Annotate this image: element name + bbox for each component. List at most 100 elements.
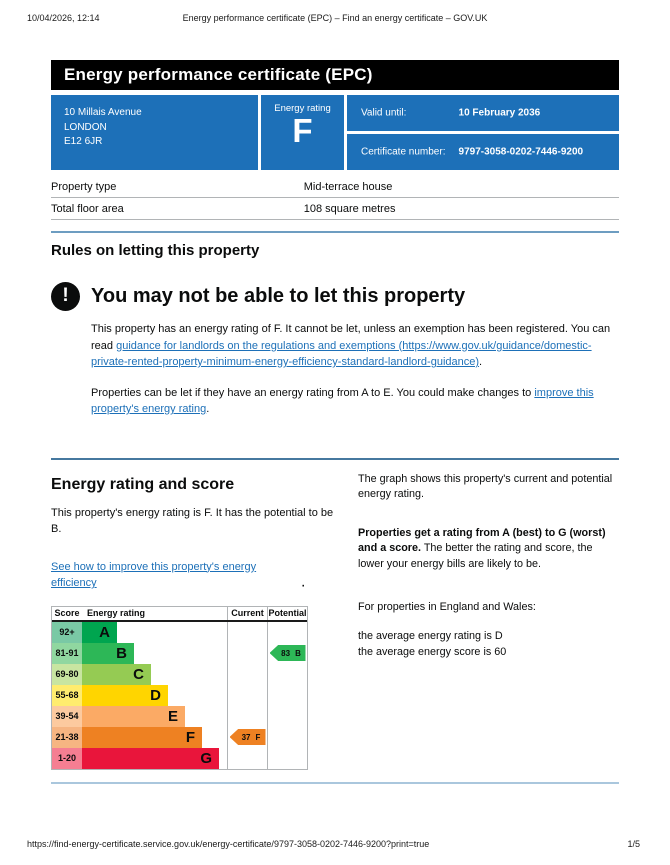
band-bar: G [82, 747, 219, 769]
certificate-number-value: 9797-3058-0202-7446-9200 [458, 146, 584, 158]
chart-rating-header: Energy rating [87, 608, 146, 618]
band-score-range: 81-91 [52, 642, 82, 664]
band-bar-cell: B [82, 642, 227, 664]
epc-chart: Score Energy rating Current Potential 92… [51, 605, 308, 770]
current-rating-cell [227, 621, 267, 643]
print-footer-url: https://find-energy-certificate.service.… [27, 839, 430, 849]
rating-left-column: Energy rating and score This property's … [51, 460, 353, 770]
graph-description-paragraph: The graph shows this property's current … [358, 472, 613, 501]
certificate-number-row: Certificate number: 9797-3058-0202-7446-… [347, 134, 619, 170]
property-summary-table: Property type Mid-terrace house Total fl… [51, 176, 619, 220]
epc-band-row: 69-80 C [52, 663, 307, 685]
band-bar-cell: C [82, 663, 227, 685]
floor-area-label: Total floor area [51, 203, 124, 215]
warning-body: This property has an energy rating of F.… [91, 321, 619, 418]
rating-explanation-paragraph: Properties get a rating from A (best) to… [358, 526, 619, 573]
epc-band-row: 1-20 G [52, 747, 307, 769]
epc-band-row: 92+ A [52, 621, 307, 643]
current-rating-cell [227, 663, 267, 685]
paragraph-text: The better the rating and score, the low… [358, 542, 593, 571]
band-score-range: 1-20 [52, 747, 82, 769]
chart-potential-header: Potential [267, 606, 307, 620]
paragraph-text: This property has an energy rating of F.… [91, 323, 611, 352]
current-rating-cell [227, 684, 267, 706]
potential-rating-cell [267, 621, 307, 643]
paragraph-text: . [301, 573, 306, 590]
section-divider [51, 231, 619, 233]
band-bar: F [82, 726, 202, 748]
potential-rating-cell [267, 747, 307, 769]
address-line-1: 10 Millais Avenue [64, 107, 142, 118]
rating-arrow: 37 F [229, 729, 266, 745]
potential-rating-cell: 83 B [267, 642, 307, 664]
print-datetime: 10/04/2026, 12:14 [27, 13, 100, 23]
bottom-divider [51, 781, 619, 784]
warning-heading: You may not be able to let this property [91, 285, 466, 307]
paragraph-text: . [206, 403, 210, 415]
current-rating-cell [227, 705, 267, 727]
epc-band-row: 55-68 D [52, 684, 307, 706]
epc-band-row: 81-91 B 83 B [52, 642, 307, 664]
rating-intro-paragraph: This property's energy rating is F. It h… [51, 506, 334, 536]
improve-efficiency-link[interactable]: See how to improve this property's energ… [51, 560, 257, 590]
energy-rating-score-heading: Energy rating and score [51, 475, 235, 493]
warning-banner: ! You may not be able to let this proper… [51, 282, 619, 311]
property-type-value: Mid-terrace house [303, 181, 393, 193]
address-line-2: LONDON [64, 121, 107, 133]
epc-band-row: 39-54 E [52, 705, 307, 727]
valid-until-row: Valid until: 10 February 2036 [347, 95, 619, 131]
potential-rating-cell [267, 684, 307, 706]
table-row: Total floor area 108 square metres [51, 198, 619, 220]
print-header: 10/04/2026, 12:14 Energy performance cer… [0, 13, 670, 23]
band-bar: A [82, 621, 117, 643]
average-rating-line: the average energy rating is D [358, 630, 503, 643]
band-bar-cell: G [82, 747, 227, 769]
address-line-3: E12 6JR [64, 136, 103, 147]
warning-exclamation-icon: ! [51, 282, 80, 311]
chart-current-header: Current [227, 606, 267, 620]
energy-rating-section: Energy rating and score This property's … [51, 460, 619, 770]
average-stats: the average energy rating is D the avera… [358, 629, 619, 660]
banner-title: Energy performance certificate (EPC) [64, 65, 373, 84]
potential-rating-cell [267, 705, 307, 727]
print-page-title: Energy performance certificate (EPC) – F… [182, 13, 488, 23]
band-score-range: 69-80 [52, 663, 82, 685]
landlord-guidance-link[interactable]: guidance for landlords on the regulation… [91, 339, 592, 369]
band-score-range: 92+ [52, 621, 82, 643]
print-footer: https://find-energy-certificate.service.… [27, 839, 640, 849]
current-rating-cell: 37 F [227, 726, 267, 748]
band-bar: B [82, 642, 134, 664]
certificate-banner: Energy performance certificate (EPC) [51, 60, 619, 90]
paragraph-text: Properties can be let if they have an en… [91, 386, 535, 399]
table-row: Property type Mid-terrace house [51, 176, 619, 198]
band-bar-cell: D [82, 684, 227, 706]
potential-rating-cell [267, 726, 307, 748]
section-divider [51, 457, 619, 460]
epc-chart-bands: 92+ A 81-91 B 83 B 69-80 C 55-68 D 39-54 E 21-38 F 37 F… [52, 621, 307, 769]
floor-area-value: 108 square metres [303, 203, 396, 215]
band-bar: D [82, 684, 168, 706]
epc-chart-header: Score Energy rating Current Potential [52, 606, 307, 622]
energy-rating-label: Energy rating [274, 103, 331, 114]
valid-until-label: Valid until: [361, 107, 407, 119]
band-score-range: 39-54 [52, 705, 82, 727]
chart-score-header: Score [54, 608, 80, 618]
rating-right-column: The graph shows this property's current … [353, 460, 619, 770]
certificate-details-cell: Valid until: 10 February 2036 Certificat… [347, 95, 619, 170]
current-rating-cell [227, 642, 267, 664]
improve-rating-link[interactable]: improve this property's energy rating [91, 386, 594, 416]
band-bar-cell: A [82, 621, 227, 643]
band-bar: E [82, 705, 185, 727]
certificate-summary-box: 10 Millais Avenue LONDON E12 6JR Energy … [51, 95, 619, 170]
band-bar-cell: E [82, 705, 227, 727]
average-score-line: the average energy score is 60 [358, 645, 507, 658]
band-bar: C [82, 663, 151, 685]
print-footer-page-number: 1/5 [627, 839, 640, 849]
england-wales-paragraph: For properties in England and Wales: [358, 600, 536, 613]
rating-arrow: 83 B [269, 645, 306, 661]
current-rating-cell [227, 747, 267, 769]
certificate-number-label: Certificate number: [361, 146, 446, 158]
energy-rating-value: F [292, 112, 313, 149]
potential-rating-cell [267, 663, 307, 685]
